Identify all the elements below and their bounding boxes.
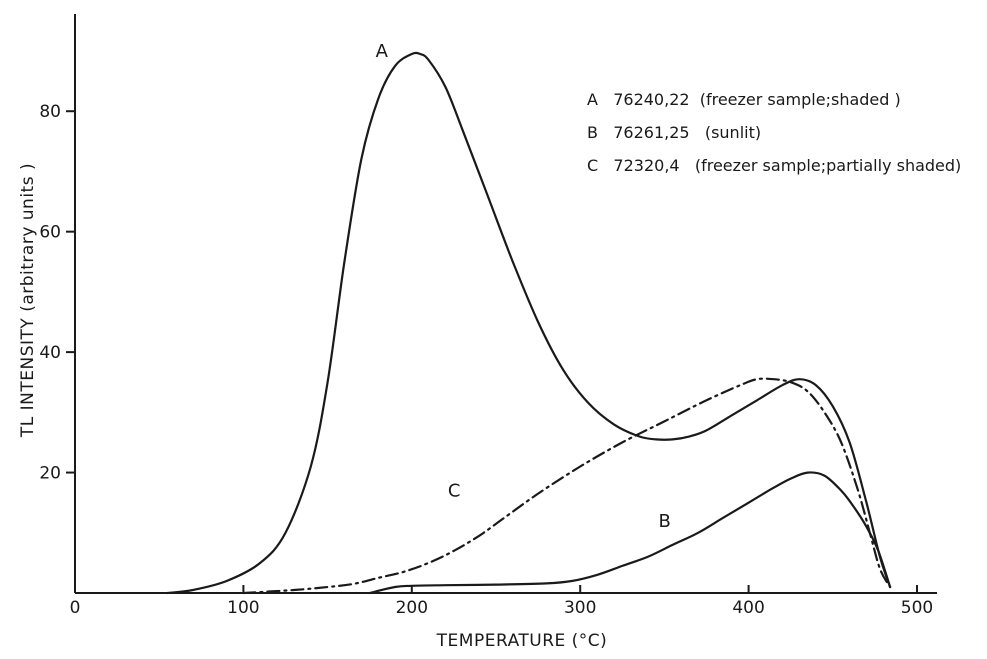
ticks: 0 100 200 300 400 500 20 40 60 80 [39,102,933,618]
legend-entry-b: B 76261,25 (sunlit) [587,123,761,142]
x-tick-label: 400 [732,598,764,618]
series-a-line [166,51,892,595]
y-tick-label: 40 [39,343,61,363]
y-axis-label: TL INTENSITY (arbitrary units ) [18,163,38,438]
curve-label-b: B [659,511,671,532]
curve-labels: A B C [376,41,671,532]
series-c-line [242,377,892,595]
series-b-line [368,471,892,595]
legend-entry-c: C 72320,4 (freezer sample;partially shad… [587,156,961,175]
x-tick-label: 500 [901,598,933,618]
legend: A 76240,22 (freezer sample;shaded ) B 762… [587,90,961,175]
y-tick-label: 80 [39,102,61,122]
legend-entry-a: A 76240,22 (freezer sample;shaded ) [587,90,901,109]
series-lines [166,51,892,595]
curve-label-c: C [448,481,461,502]
y-tick-label: 60 [39,223,61,243]
x-tick-label: 100 [227,598,259,618]
x-tick-label: 0 [70,598,81,618]
x-axis-label: TEMPERATURE (°C) [436,631,608,651]
y-tick-label: 20 [39,464,61,484]
curve-label-a: A [376,41,389,62]
x-tick-label: 200 [396,598,428,618]
x-tick-label: 300 [564,598,596,618]
